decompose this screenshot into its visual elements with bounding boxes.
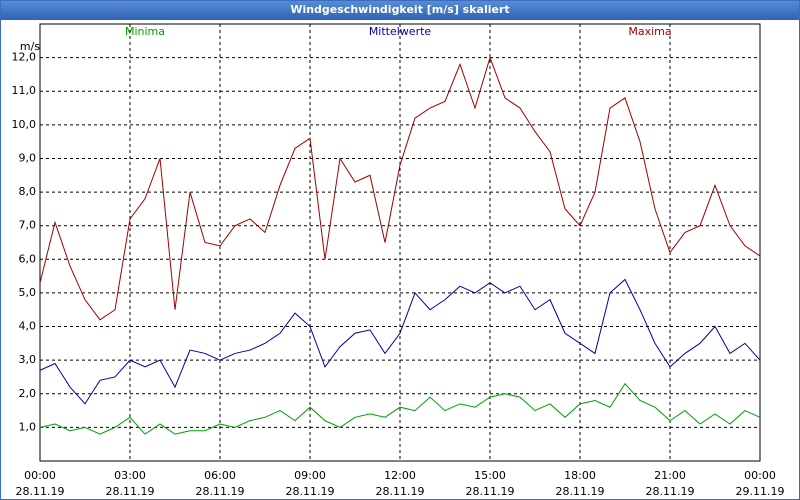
legend-label: Minima [125,25,165,38]
y-tick-label: 9,0 [19,151,37,164]
x-tick-label: 18:00 [564,469,596,482]
series-line [39,278,761,405]
y-tick-label: 1,0 [19,420,37,433]
series-line [39,56,761,321]
x-tick-date: 28.11.19 [646,485,695,498]
x-tick-date: 28.11.19 [466,485,515,498]
y-tick-label: 5,0 [19,286,37,299]
x-tick-date: 28.11.19 [16,485,65,498]
y-tick-label: 11,0 [12,84,37,97]
chart-title: Windgeschwindigkeit [m/s] skaliert [290,3,509,16]
y-unit: m/s [20,40,40,53]
x-tick-label: 00:00 [744,469,776,482]
x-tick-label: 03:00 [114,469,146,482]
title-bar [0,0,800,20]
series-line [39,382,761,435]
x-tick-label: 09:00 [294,469,326,482]
x-tick-date: 28.11.19 [556,485,605,498]
y-tick-label: 12,0 [12,51,37,64]
x-tick-label: 00:00 [24,469,56,482]
legend-label: Maxima [628,25,671,38]
x-tick-date: 29.11.19 [736,485,785,498]
x-tick-date: 28.11.19 [196,485,245,498]
x-tick-date: 28.11.19 [376,485,425,498]
x-tick-label: 21:00 [654,469,686,482]
y-tick-label: 7,0 [19,219,37,232]
y-tick-label: 10,0 [12,118,37,131]
legend-label: Mittelwerte [369,25,432,38]
x-tick-label: 12:00 [384,469,416,482]
x-tick-date: 28.11.19 [106,485,155,498]
y-tick-label: 4,0 [19,320,37,333]
x-tick-date: 28.11.19 [286,485,335,498]
y-tick-label: 2,0 [19,387,37,400]
y-tick-label: 8,0 [19,185,37,198]
y-tick-label: 6,0 [19,252,37,265]
x-tick-label: 15:00 [474,469,506,482]
x-tick-label: 06:00 [204,469,236,482]
y-tick-label: 3,0 [19,353,37,366]
